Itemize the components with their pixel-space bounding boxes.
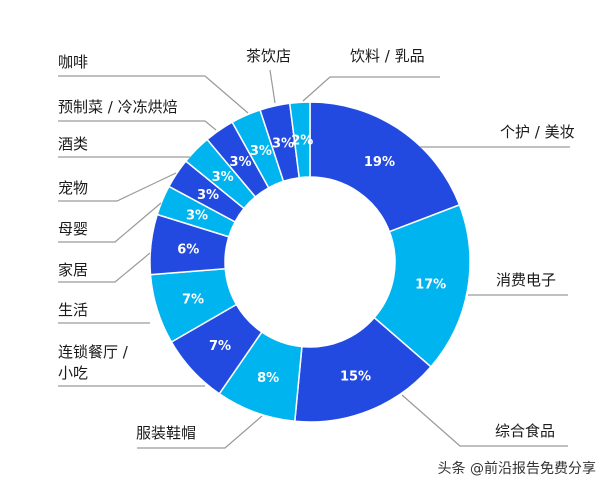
donut-slices — [149, 101, 471, 423]
slice-percent-label: 15% — [340, 370, 371, 385]
slice-percent-label: 17% — [415, 277, 446, 292]
leader-tea — [269, 69, 276, 104]
label-pet: 宠物 — [58, 179, 89, 197]
leader-lines — [58, 69, 570, 449]
leader-pet — [58, 172, 177, 202]
slice-percent-label: 6% — [177, 242, 199, 257]
label-liquor: 酒类 — [58, 135, 89, 153]
label-personal-care: 个护 / 美妆 — [500, 123, 575, 141]
watermark: 头条 @前沿报告免费分享 — [437, 461, 596, 477]
leader-beverage — [302, 76, 440, 102]
slice-percent-label: 7% — [209, 339, 231, 354]
label-electronics: 消费电子 — [496, 271, 557, 289]
slice-percent-label: 19% — [364, 155, 395, 170]
slice-percent-label: 3% — [212, 170, 234, 185]
leader-food — [401, 394, 568, 447]
slice-percent-label: 8% — [257, 371, 279, 386]
donut-slice — [288, 101, 311, 179]
leader-prepared — [58, 120, 217, 131]
label-tea: 茶饮店 — [246, 47, 292, 65]
slice-percent-label: 2% — [291, 134, 313, 149]
slice-percent-label: 3% — [250, 144, 272, 159]
label-living: 生活 — [58, 301, 89, 319]
label-coffee: 咖啡 — [58, 53, 89, 71]
slice-percent-label: 7% — [182, 292, 204, 307]
donut-slice — [309, 101, 461, 233]
leader-home — [58, 252, 151, 283]
label-restaurant-line1: 连锁餐厅 / — [58, 343, 128, 361]
leader-apparel — [137, 415, 263, 449]
slice-percent-label: 3% — [197, 188, 219, 203]
label-beverage: 饮料 / 乳品 — [350, 47, 425, 65]
label-food: 综合食品 — [495, 422, 556, 440]
label-apparel: 服装鞋帽 — [136, 424, 197, 442]
donut-slice — [373, 203, 471, 368]
label-baby: 母婴 — [58, 220, 89, 238]
percent-labels: 19%17%15%8%7%7%6%3%3%3%3%3% 3%2% — [177, 134, 446, 386]
leader-baby — [58, 202, 162, 243]
leader-coffee — [58, 75, 249, 114]
slice-percent-label: 3% — [229, 155, 251, 170]
slice-percent-label: 3% — [272, 137, 294, 152]
slice-percent-label: 3% — [186, 209, 208, 224]
label-home: 家居 — [58, 261, 89, 279]
label-prepared: 预制菜 / 冷冻烘焙 — [58, 98, 178, 116]
label-restaurant-line2: 小吃 — [58, 364, 89, 382]
